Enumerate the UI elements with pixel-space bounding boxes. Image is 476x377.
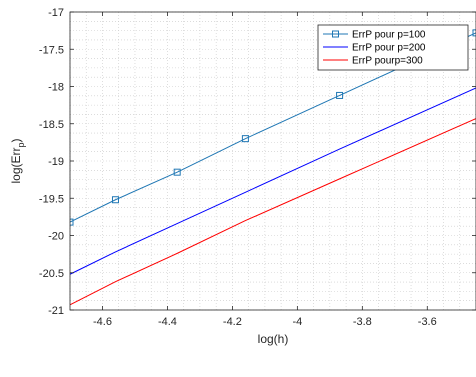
series-marker xyxy=(70,218,74,226)
y-axis-label: log(Errp) xyxy=(9,138,26,183)
x-tick-label: -4.2 xyxy=(223,316,242,328)
y-tick-label: -20 xyxy=(48,231,64,243)
x-tick-label: -4.4 xyxy=(158,316,177,328)
y-tick-label: -19 xyxy=(48,156,64,168)
ticks: -4.6 -4.4 -4.2 -4 -3.8 -3.6 -21 -20.5 -20 -19.5 -1… xyxy=(39,7,476,328)
legend-label: ErrP pour p=100 xyxy=(352,30,426,41)
y-axis-label-close: ) xyxy=(9,138,23,142)
series-marker xyxy=(472,29,476,37)
legend: ErrP pour p=100 ErrP pour p=200 ErrP pourp… xyxy=(317,24,469,71)
y-tick-label: -21 xyxy=(48,305,64,317)
legend-label: ErrP pourp=300 xyxy=(352,56,423,67)
y-tick-label: -18 xyxy=(48,82,64,94)
series-line-2 xyxy=(70,87,476,275)
x-tick-label: -3.8 xyxy=(353,316,372,328)
y-tick-label: -20.5 xyxy=(39,268,64,280)
x-tick-label: -3.6 xyxy=(418,316,437,328)
y-tick-label: -18.5 xyxy=(39,119,64,131)
y-tick-label: -17.5 xyxy=(39,44,64,56)
legend-label: ErrP pour p=200 xyxy=(352,43,426,54)
series-line-3 xyxy=(70,118,476,306)
legend-box xyxy=(317,24,469,71)
y-tick-label: -17 xyxy=(48,7,64,19)
series-marker xyxy=(173,168,181,176)
series-line-1 xyxy=(70,32,476,223)
series-layer xyxy=(70,29,476,306)
series-marker xyxy=(241,135,249,143)
y-axis-label-main: log(Err xyxy=(9,148,23,184)
series-marker xyxy=(111,196,119,204)
y-axis-label-subscript: p xyxy=(16,142,26,147)
x-axis-label: log(h) xyxy=(258,332,289,346)
x-tick-label: -4.6 xyxy=(93,316,112,328)
y-tick-label: -19.5 xyxy=(39,193,64,205)
x-tick-label: -4 xyxy=(292,316,302,328)
series-marker xyxy=(336,91,344,99)
legend-marker xyxy=(332,30,339,38)
